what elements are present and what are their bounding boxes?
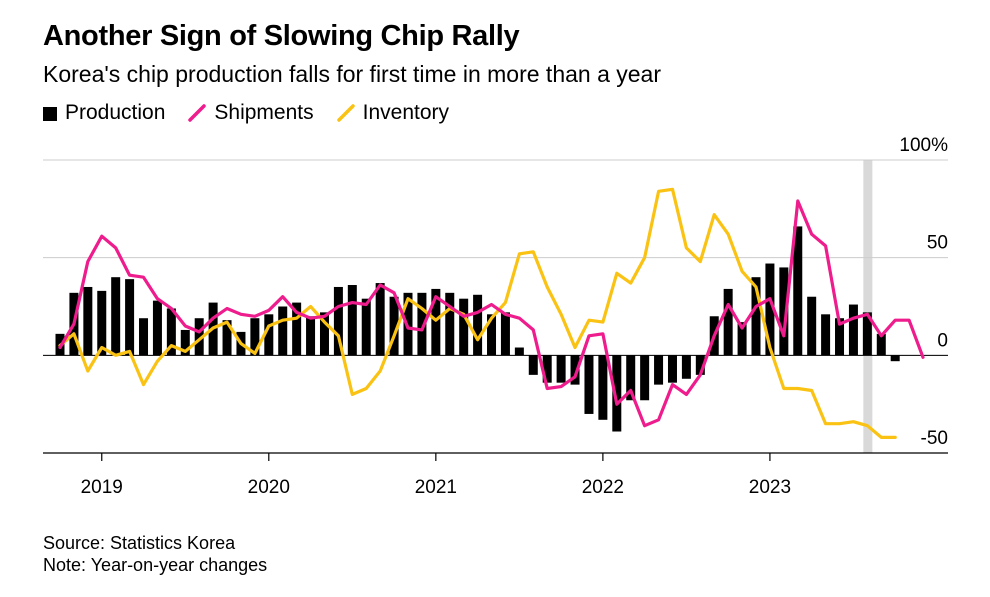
production-bar <box>180 329 190 356</box>
production-bar <box>640 355 650 401</box>
y-tick-label: 100% <box>899 135 948 156</box>
footer: Source: Statistics Korea Note: Year-on-y… <box>43 532 267 576</box>
production-bar <box>375 283 385 356</box>
production-bar <box>125 279 135 356</box>
highlight-band <box>863 160 873 453</box>
production-bar <box>848 304 858 356</box>
y-tick-label: 0 <box>937 330 948 351</box>
legend: Production Shipments Inventory <box>43 101 471 125</box>
production-bar <box>139 318 149 356</box>
production-bar <box>487 314 497 356</box>
production-bar <box>723 288 733 356</box>
production-bar <box>222 320 232 356</box>
production-bar <box>765 263 775 356</box>
production-bar <box>807 296 817 356</box>
production-bar <box>556 355 566 383</box>
production-bar <box>152 300 162 356</box>
production-bar <box>389 296 399 356</box>
production-bar <box>333 286 343 356</box>
legend-label-inventory: Inventory <box>362 101 450 124</box>
production-bar <box>417 292 427 356</box>
production-bar <box>876 333 886 356</box>
chart-plot: 100% 50 0 -50 2019 2020 2021 2022 2023 <box>43 135 948 498</box>
production-bar <box>306 316 316 356</box>
production-bar <box>514 347 524 356</box>
production-bar <box>862 312 872 356</box>
x-tick-label: 2022 <box>582 477 624 498</box>
production-bar <box>194 318 204 356</box>
production-bar <box>278 306 288 356</box>
production-bar <box>500 312 510 356</box>
production-bar <box>431 288 441 356</box>
source-note: Source: Statistics Korea <box>43 533 236 553</box>
legend-label-shipments: Shipments <box>214 101 314 124</box>
x-tick-label: 2023 <box>749 477 791 498</box>
legend-item-production: Production <box>43 101 165 125</box>
production-bar <box>250 318 260 356</box>
production-bar <box>751 277 761 356</box>
production-bar <box>445 292 455 356</box>
production-bar <box>361 298 371 356</box>
production-bar <box>319 312 329 356</box>
production-bar <box>835 318 845 356</box>
footnote: Note: Year-on-year changes <box>43 555 268 575</box>
production-bar <box>166 308 176 356</box>
production-bar <box>83 286 93 356</box>
production-bar <box>654 355 664 385</box>
production-bar <box>681 355 691 379</box>
production-bar <box>584 355 594 414</box>
production-bar <box>821 314 831 356</box>
production-bar <box>793 226 803 356</box>
legend-label-production: Production <box>65 101 166 124</box>
production-bar <box>570 355 580 385</box>
legend-swatch-production <box>43 106 57 121</box>
production-bar <box>612 355 622 432</box>
shipments-line <box>58 199 925 428</box>
legend-item-inventory: Inventory <box>336 101 449 125</box>
production-bar <box>459 298 469 356</box>
production-bar <box>97 290 107 356</box>
production-bar <box>667 355 677 383</box>
legend-item-shipments: Shipments <box>187 101 314 125</box>
legend-swatch-inventory <box>336 104 355 122</box>
x-tick-label: 2021 <box>415 477 457 498</box>
y-tick-label: 50 <box>927 233 948 254</box>
production-bar <box>473 294 483 356</box>
x-tick-label: 2020 <box>248 477 290 498</box>
production-bar <box>890 355 900 362</box>
production-bar <box>292 302 302 356</box>
production-bar <box>528 355 538 375</box>
production-bar <box>347 285 357 356</box>
production-bar <box>626 355 636 401</box>
inventory-line <box>58 187 897 439</box>
production-bar <box>111 277 121 356</box>
x-tick-label: 2019 <box>81 477 123 498</box>
production-bar <box>695 355 705 375</box>
chart-title: Another Sign of Slowing Chip Rally <box>43 20 520 52</box>
production-bar <box>598 355 608 420</box>
production-bar <box>737 322 747 356</box>
y-tick-label: -50 <box>921 428 948 449</box>
production-bar <box>542 355 552 383</box>
production-bar <box>779 267 789 356</box>
legend-swatch-shipments <box>188 104 207 122</box>
chart-subtitle: Korea's chip production falls for first … <box>43 61 662 87</box>
production-bar <box>264 314 274 356</box>
